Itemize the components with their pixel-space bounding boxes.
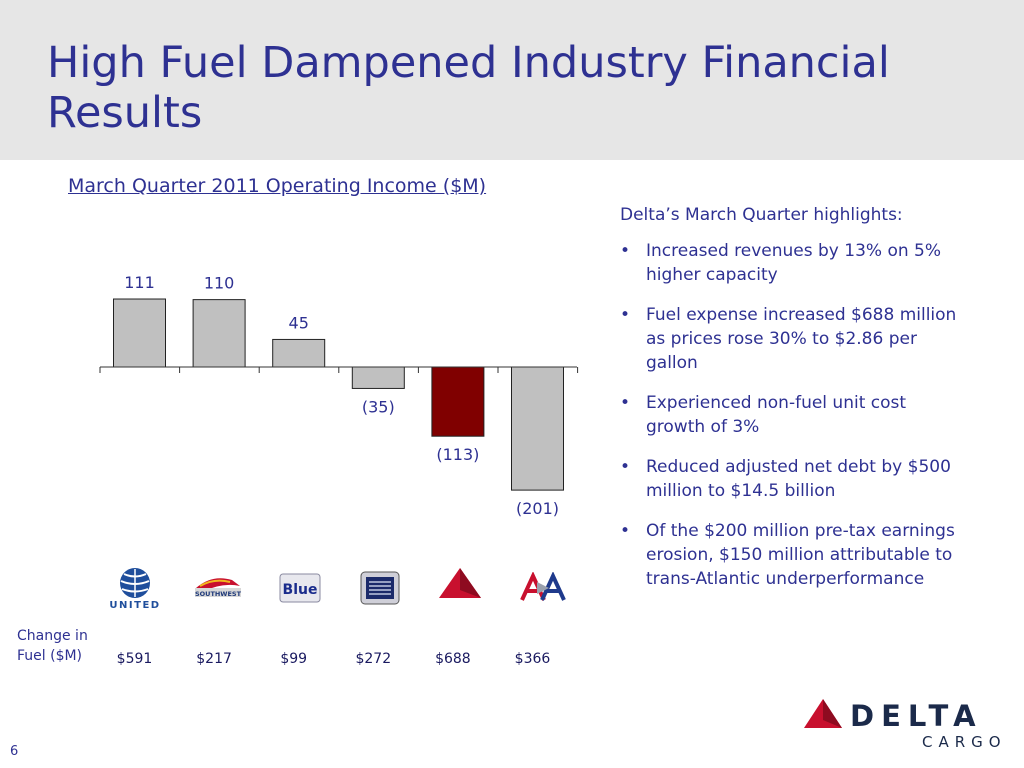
highlight-item: Experienced non-fuel unit cost growth of… (620, 391, 970, 439)
fuel-change-value: $272 (355, 651, 391, 667)
fuel-change-value: $217 (196, 651, 232, 667)
highlights-heading: Delta’s March Quarter highlights: (620, 205, 903, 225)
highlight-item: Reduced adjusted net debt by $500 millio… (620, 455, 970, 503)
fuel-change-value: $591 (117, 651, 153, 667)
bar-value-label: 111 (124, 273, 155, 292)
bar-value-label: 110 (204, 274, 235, 293)
fuel-change-label: Change in Fuel ($M) (17, 628, 88, 664)
slide-title: High Fuel Dampened Industry Financial Re… (47, 38, 890, 138)
delta-widget-icon (804, 699, 842, 728)
header-band (0, 0, 1024, 160)
bar-us-airways (351, 366, 405, 389)
fuel-change-value: $99 (280, 651, 307, 667)
southwest-logo: SOUTHWEST (195, 578, 242, 598)
delta-airline-logo (439, 568, 481, 598)
united-logo-text: UNITED (109, 600, 160, 611)
highlight-item: Fuel expense increased $688 million as p… (620, 303, 970, 375)
cargo-wordmark: CARGO (922, 733, 1007, 751)
bar-delta (431, 366, 485, 437)
american-airlines-logo (520, 572, 566, 601)
highlights-panel: Delta’s March Quarter highlights: Increa… (620, 203, 970, 607)
southwest-logo-text: SOUTHWEST (195, 590, 242, 598)
bar-value-label: 45 (289, 313, 309, 332)
bar-value-label: (201) (516, 499, 559, 518)
highlight-item: Increased revenues by 13% on 5% higher c… (620, 239, 970, 287)
united-logo: UNITED (109, 568, 160, 611)
chart-title: March Quarter 2011 Operating Income ($M) (68, 175, 487, 197)
us-airways-logo (360, 571, 400, 605)
fuel-change-value: $688 (435, 651, 471, 667)
bar-aa (511, 366, 564, 491)
jetblue-logo-text: Blue (283, 582, 318, 598)
delta-cargo-logo: DELTA CARGO (800, 695, 1010, 755)
page-number: 6 (10, 744, 19, 759)
highlight-item: Of the $200 million pre-tax earnings ero… (620, 519, 970, 591)
jetblue-logo: Blue (279, 573, 321, 603)
fuel-change-value: $366 (515, 651, 551, 667)
bar-southwest (192, 299, 246, 368)
delta-wordmark: DELTA (850, 699, 983, 733)
bar-jetblue (272, 338, 326, 368)
highlights-list: Increased revenues by 13% on 5% higher c… (620, 239, 970, 591)
bar-united (113, 298, 166, 368)
bar-value-label: (113) (436, 445, 479, 464)
bar-value-label: (35) (362, 397, 395, 416)
